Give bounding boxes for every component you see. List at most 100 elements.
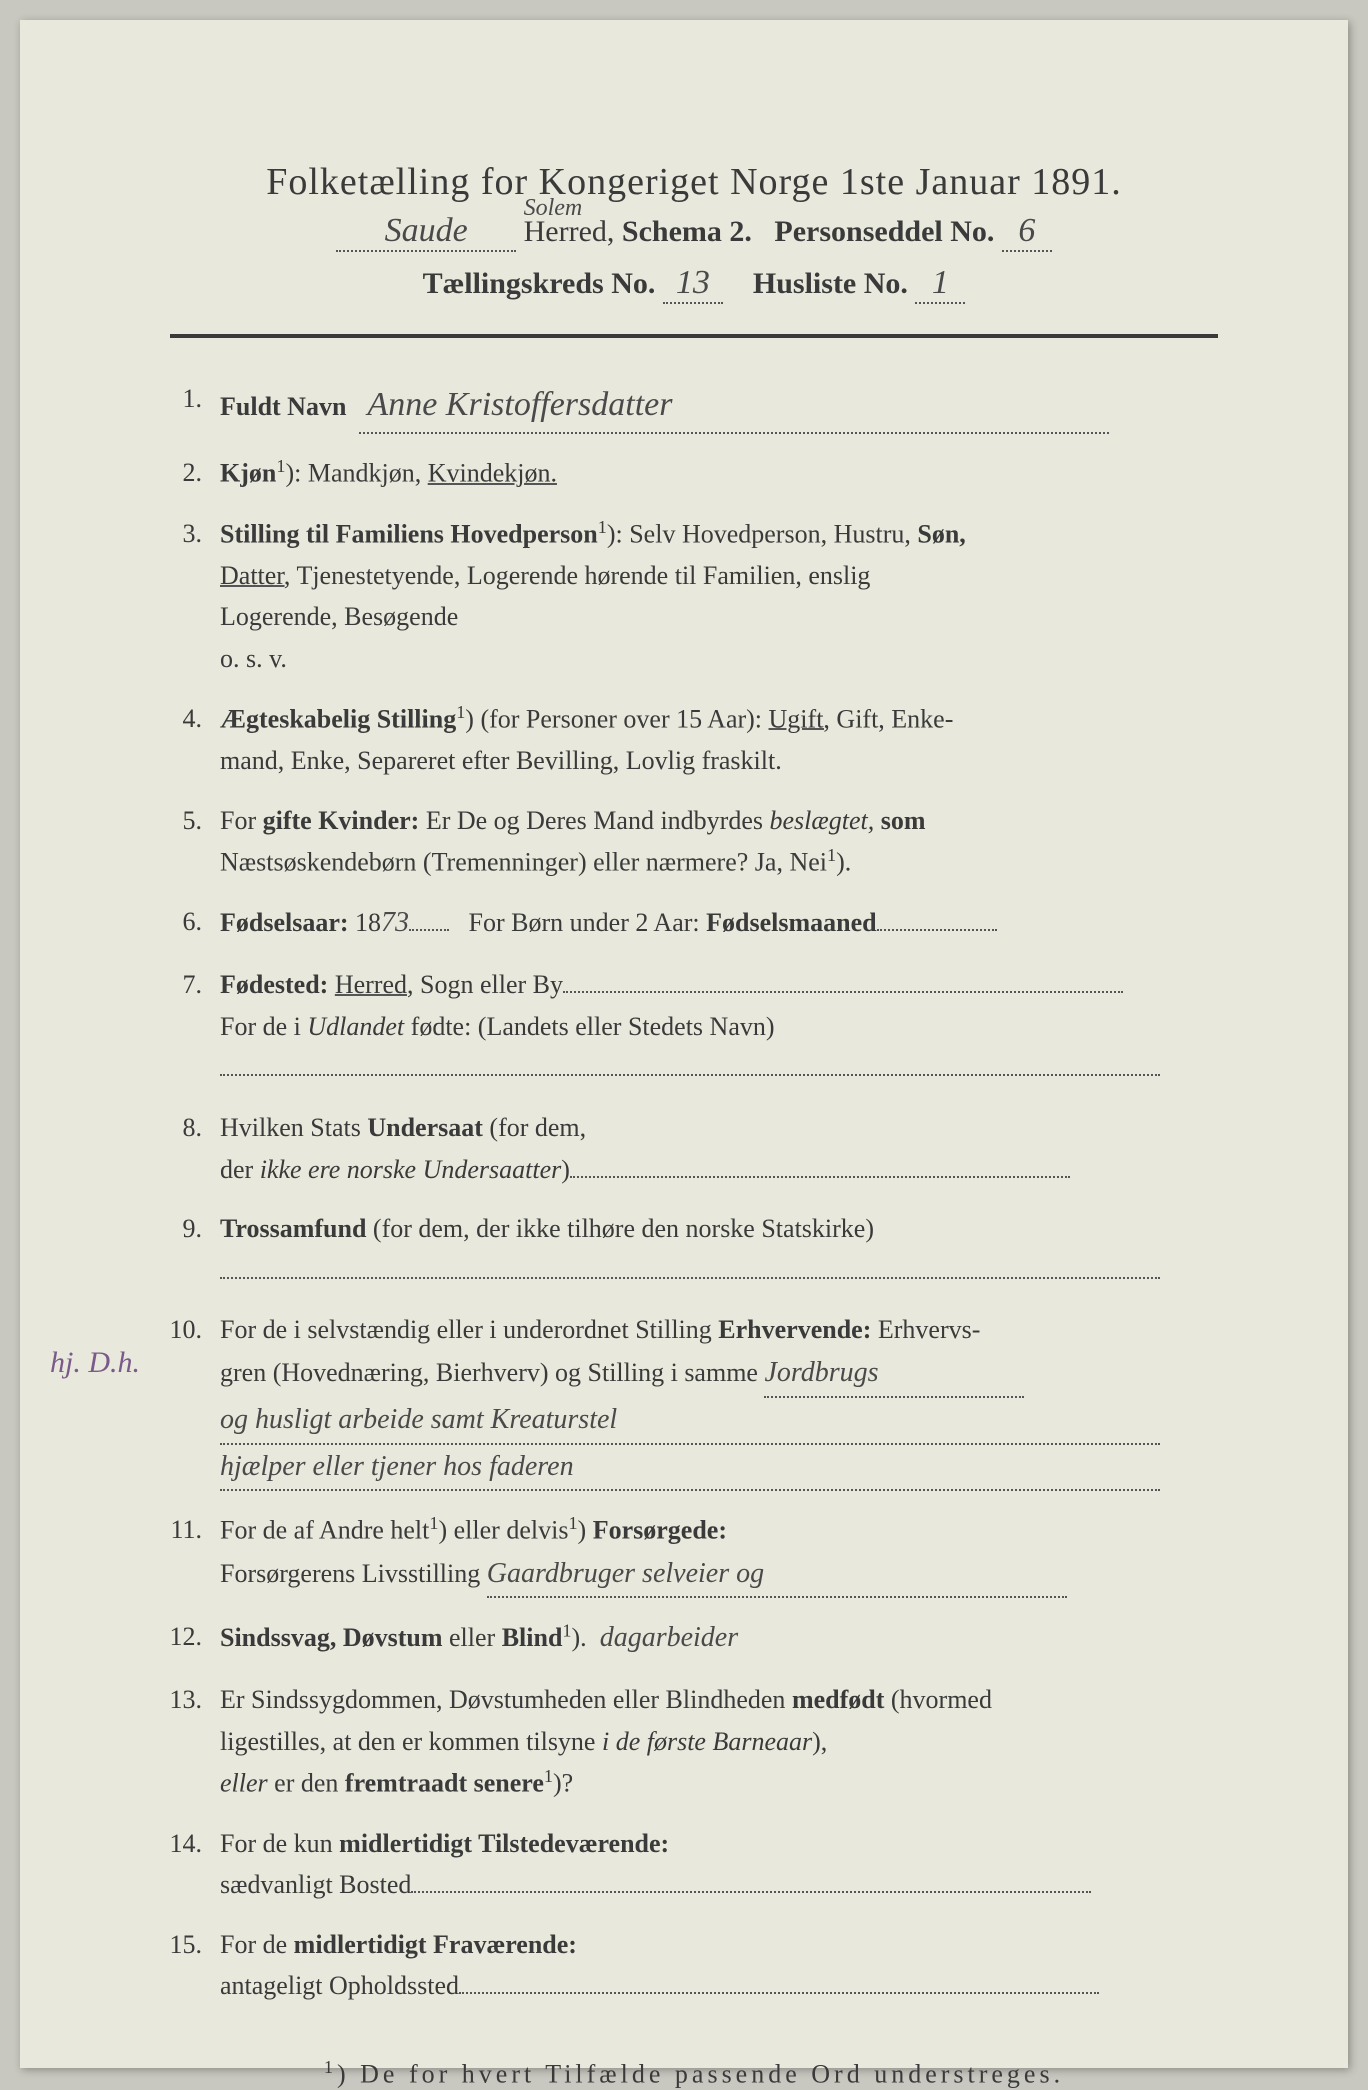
header-rule bbox=[170, 334, 1218, 338]
title: Folketælling for Kongeriget Norge 1ste J… bbox=[150, 160, 1238, 204]
item-num: 2. bbox=[160, 452, 220, 494]
items-list: 1. Fuldt Navn Anne Kristoffersdatter 2. … bbox=[150, 378, 1238, 2007]
item-num: 12. bbox=[160, 1616, 220, 1661]
selected: Kvindekjøn. bbox=[428, 459, 557, 488]
year-hw: 73 bbox=[381, 907, 409, 938]
label: midlertidigt Tilstedeværende: bbox=[339, 1829, 669, 1858]
cont1: antageligt Opholdssted bbox=[220, 1965, 1238, 2007]
header-line-3: Tællingskreds No. 13 Husliste No. 1 bbox=[150, 264, 1238, 304]
sup: 1 bbox=[598, 517, 607, 537]
sup: 1 bbox=[456, 702, 465, 722]
label: Fødselsaar: bbox=[220, 908, 349, 937]
kreds-no-hw: 13 bbox=[663, 264, 723, 304]
hw-continuation: dagarbeider bbox=[600, 1622, 738, 1653]
item-num: 11. bbox=[160, 1509, 220, 1598]
item-body: Fuldt Navn Anne Kristoffersdatter bbox=[220, 378, 1238, 434]
item-num: 15. bbox=[160, 1924, 220, 2007]
item-num: 14. bbox=[160, 1823, 220, 1906]
item-num: 13. bbox=[160, 1679, 220, 1804]
item-body: For de kun midlertidigt Tilstedeværende:… bbox=[220, 1823, 1238, 1906]
rest2: Gift, Enke- bbox=[830, 704, 953, 733]
item-num: 10. bbox=[160, 1309, 220, 1491]
item-12: 12. Sindssvag, Døvstum eller Blind1). da… bbox=[160, 1616, 1238, 1661]
item-2: 2. Kjøn1): Mandkjøn, Kvindekjøn. bbox=[160, 452, 1238, 494]
cont-blank bbox=[220, 1047, 1238, 1089]
cont3: o. s. v. bbox=[220, 638, 1238, 680]
cont-hw3: hjælper eller tjener hos faderen bbox=[220, 1445, 1238, 1492]
item-body: Hvilken Stats Undersaat (for dem, der ik… bbox=[220, 1107, 1238, 1190]
label: Sindssvag, Døvstum bbox=[220, 1623, 443, 1652]
herred-selected: Herred, bbox=[335, 970, 414, 999]
datter-selected: Datter, bbox=[220, 561, 290, 590]
cont-blank bbox=[220, 1250, 1238, 1292]
schema-label: Schema 2. bbox=[622, 215, 752, 248]
beslagt: beslægtet, bbox=[770, 806, 875, 835]
item-7: 7. Fødested: Herred, Sogn eller By For d… bbox=[160, 964, 1238, 1089]
item-3: 3. Stilling til Familiens Hovedperson1):… bbox=[160, 513, 1238, 680]
label: Ægteskabelig Stilling bbox=[220, 704, 456, 733]
cont1: der ikke ere norske Undersaatter) bbox=[220, 1149, 1238, 1191]
cont1-rest: Tjenestetyende, Logerende hørende til Fa… bbox=[290, 561, 870, 590]
rest1: ) (for Personer over 15 Aar): bbox=[465, 704, 768, 733]
item-1: 1. Fuldt Navn Anne Kristoffersdatter bbox=[160, 378, 1238, 434]
item-13: 13. Er Sindssygdommen, Døvstumheden elle… bbox=[160, 1679, 1238, 1804]
pre: For de bbox=[220, 1930, 294, 1959]
item-body: Sindssvag, Døvstum eller Blind1). dagarb… bbox=[220, 1616, 1238, 1661]
som: som bbox=[874, 806, 925, 835]
item-body: Ægteskabelig Stilling1) (for Personer ov… bbox=[220, 698, 1238, 782]
herred-superscript: Solem bbox=[524, 195, 583, 222]
cont1: mand, Enke, Separeret efter Bevilling, L… bbox=[220, 740, 1238, 782]
label: Fuldt Navn bbox=[220, 392, 346, 421]
item-body: Trossamfund (for dem, der ikke tilhøre d… bbox=[220, 1208, 1238, 1291]
label: Kjøn bbox=[220, 459, 276, 488]
cont1: Næstsøskendebørn (Tremenninger) eller næ… bbox=[220, 841, 1238, 883]
son: Søn, bbox=[917, 519, 965, 548]
census-page: Folketælling for Kongeriget Norge 1ste J… bbox=[20, 20, 1348, 2068]
cont1: sædvanligt Bosted bbox=[220, 1864, 1238, 1906]
pre: For de i selvstændig eller i underordnet… bbox=[220, 1315, 718, 1344]
kreds-label: Tællingskreds No. bbox=[423, 267, 656, 300]
label: Erhvervende: bbox=[718, 1315, 871, 1344]
item-10: 10. hj. D.h. For de i selvstændig eller … bbox=[160, 1309, 1238, 1491]
item-body: For de af Andre helt1) eller delvis1) Fo… bbox=[220, 1509, 1238, 1598]
rest1: ): Selv Hovedperson, Hustru, bbox=[607, 519, 918, 548]
margin-note: hj. D.h. bbox=[50, 1339, 140, 1387]
item-body: Fødested: Herred, Sogn eller By For de i… bbox=[220, 964, 1238, 1089]
item-num: 1. bbox=[160, 378, 220, 434]
label: midlertidigt Fraværende: bbox=[294, 1930, 577, 1959]
husliste-label: Husliste No. bbox=[753, 267, 908, 300]
husliste-no-hw: 1 bbox=[915, 264, 965, 304]
pre: For de af Andre helt bbox=[220, 1516, 429, 1545]
label: Forsørgede: bbox=[593, 1516, 727, 1545]
label: gifte Kvinder: bbox=[263, 806, 420, 835]
label: Trossamfund bbox=[220, 1214, 366, 1243]
rest: (for dem, der ikke tilhøre den norske St… bbox=[366, 1214, 874, 1243]
item-4: 4. Ægteskabelig Stilling1) (for Personer… bbox=[160, 698, 1238, 782]
item-body: Fødselsaar: 1873 For Børn under 2 Aar: F… bbox=[220, 901, 1238, 946]
cont1: ligestilles, at den er kommen tilsyne i … bbox=[220, 1721, 1238, 1763]
cont1: Datter, Tjenestetyende, Logerende hørend… bbox=[220, 555, 1238, 597]
label: Undersaat bbox=[367, 1113, 483, 1142]
rest1: Er De og Deres Mand indbyrdes bbox=[419, 806, 769, 835]
rest1: For Børn under 2 Aar: bbox=[469, 908, 707, 937]
item-body: Kjøn1): Mandkjøn, Kvindekjøn. bbox=[220, 452, 1238, 494]
item-5: 5. For gifte Kvinder: Er De og Deres Man… bbox=[160, 800, 1238, 884]
hw1: Jordbrugs bbox=[764, 1351, 1024, 1398]
item-num: 4. bbox=[160, 698, 220, 782]
pre: For de kun bbox=[220, 1829, 339, 1858]
rest: Erhvervs- bbox=[871, 1315, 980, 1344]
year-pre: 18 bbox=[349, 908, 382, 937]
cont1: gren (Hovednæring, Bierhverv) og Stillin… bbox=[220, 1351, 1238, 1398]
personseddel-label: Personseddel No. bbox=[774, 215, 994, 248]
item-11: 11. For de af Andre helt1) eller delvis1… bbox=[160, 1509, 1238, 1598]
item-6: 6. Fødselsaar: 1873 For Børn under 2 Aar… bbox=[160, 901, 1238, 946]
herred-handwritten: Saude bbox=[336, 212, 516, 252]
item-body: For gifte Kvinder: Er De og Deres Mand i… bbox=[220, 800, 1238, 884]
item-num: 8. bbox=[160, 1107, 220, 1190]
rest1: Sogn eller By bbox=[414, 970, 564, 999]
rest: (for dem, bbox=[483, 1113, 586, 1142]
item-num: 9. bbox=[160, 1208, 220, 1291]
pre: Hvilken Stats bbox=[220, 1113, 367, 1142]
item-num: 5. bbox=[160, 800, 220, 884]
footnote: 1) De for hvert Tilfælde passende Ord un… bbox=[150, 2057, 1238, 2090]
